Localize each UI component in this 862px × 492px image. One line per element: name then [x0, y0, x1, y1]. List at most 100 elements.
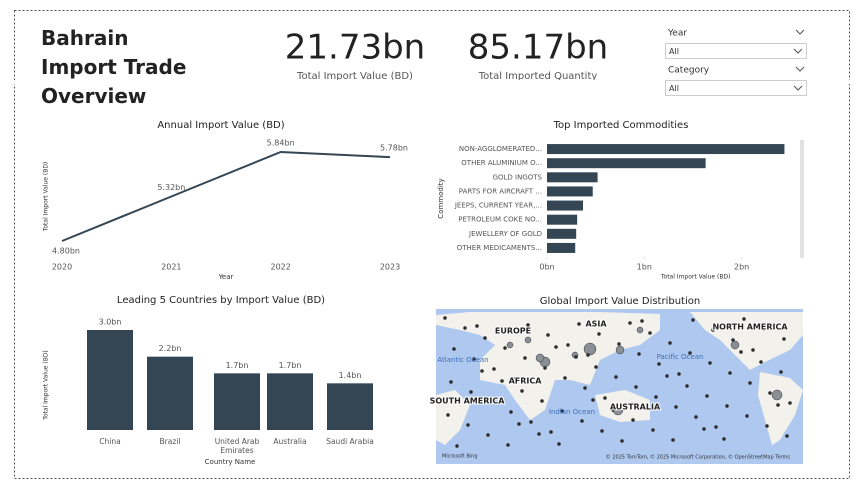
map-bubble — [691, 318, 695, 322]
map-bubble — [730, 340, 740, 350]
card-clip — [0, 80, 862, 84]
card-value: 85.17bn — [468, 28, 608, 68]
map-bubble — [506, 443, 510, 447]
map-bubble — [557, 442, 561, 446]
map-bubble — [657, 362, 661, 366]
map-label: Pacific Ocean — [657, 353, 704, 361]
data-label: 5.78bn — [380, 144, 408, 153]
map-bubble — [671, 438, 675, 442]
data-label: 1.4bn — [339, 371, 362, 380]
map-bubble — [586, 353, 590, 357]
map-bubble — [549, 430, 553, 434]
slicer-box[interactable] — [665, 80, 807, 96]
map-label: Atlantic Ocean — [437, 356, 488, 364]
map-bubble — [546, 333, 550, 337]
map-bubble — [728, 371, 732, 375]
chart-title: Top Imported Commodities — [553, 120, 689, 131]
map-label: Indian Ocean — [549, 408, 595, 416]
map-bubble — [517, 422, 521, 426]
x-tick-label: 2bn — [734, 263, 749, 272]
slicer-value[interactable]: All — [669, 47, 679, 56]
slicer-chevron[interactable] — [793, 85, 803, 91]
y-tick-label: NON-AGGLOMERATED... — [459, 145, 542, 153]
bar — [547, 172, 598, 183]
map-bubble — [591, 398, 595, 402]
map-bubble — [762, 327, 766, 331]
map-bubble — [446, 413, 450, 417]
map-bubble — [759, 360, 763, 364]
slicer-box[interactable] — [665, 43, 807, 59]
slicer-chevron[interactable] — [793, 48, 803, 54]
map-land — [690, 312, 803, 370]
bar — [267, 373, 313, 430]
map-bubble — [469, 390, 473, 394]
map-bubble — [745, 414, 749, 418]
map-bubble — [668, 341, 672, 345]
map-bubble — [577, 322, 581, 326]
map-bubble — [688, 351, 692, 355]
x-axis-label: Country Name — [205, 458, 256, 466]
map-bubble — [580, 419, 584, 423]
map-bubble — [537, 432, 541, 436]
bar — [547, 228, 577, 239]
bar — [214, 373, 260, 430]
x-tick-label: Saudi Arabia — [326, 437, 374, 446]
x-tick-label: 2023 — [380, 263, 400, 272]
x-axis-label: Year — [218, 273, 234, 281]
map-bubbles — [443, 316, 792, 448]
map-bubble — [634, 385, 638, 389]
map-bubble — [731, 338, 735, 342]
map-bubble — [654, 395, 658, 399]
y-axis-label: Total Import Value (BD) — [43, 162, 50, 233]
page-border — [14, 10, 850, 479]
x-tick-label: 1bn — [637, 263, 652, 272]
map-bubble — [614, 375, 618, 379]
map-bubble — [694, 415, 698, 419]
map-bubble — [705, 394, 709, 398]
card-value: 21.73bn — [285, 28, 425, 68]
scrollbar[interactable] — [800, 140, 804, 258]
map-bubble — [486, 433, 490, 437]
map-bubble — [748, 381, 752, 385]
map-bubble — [776, 403, 780, 407]
map-bubble — [524, 336, 532, 344]
y-tick-label: JEEPS, CURRENT YEAR,... — [454, 202, 542, 210]
map-bubble — [782, 337, 786, 341]
map-bubble — [615, 345, 625, 355]
map-bubble — [506, 341, 514, 349]
y-tick-label: PETROLEUM COKE NO... — [458, 216, 542, 224]
bar — [547, 158, 706, 169]
map-bubble — [722, 437, 726, 441]
map[interactable] — [436, 309, 803, 464]
x-tick-label: 2022 — [270, 263, 290, 272]
map-land — [758, 372, 803, 445]
map-bubble — [483, 336, 487, 340]
map-bubble — [751, 348, 755, 352]
map-bubble — [779, 370, 783, 374]
map-bubble — [574, 355, 578, 359]
map-bubble — [503, 346, 507, 350]
data-label: 4.80bn — [52, 247, 80, 256]
bar — [87, 330, 133, 430]
y-tick-label: OTHER MEDICAMENTS... — [457, 244, 542, 252]
bar — [147, 356, 193, 430]
map-title: Global Import Value Distribution — [540, 296, 700, 307]
map-bubble — [611, 408, 615, 412]
map-label: SOUTH AMERICA — [430, 397, 506, 406]
map-label: NORTH AMERICA — [712, 323, 788, 332]
map-bubble — [583, 342, 597, 356]
map-bubble — [594, 365, 598, 369]
map-bubble — [492, 367, 496, 371]
slicer-chevron[interactable] — [795, 29, 805, 35]
map-bubble — [583, 386, 587, 390]
slicer-chevron[interactable] — [795, 66, 805, 72]
map-bubble — [520, 389, 524, 393]
map-bubble — [628, 321, 632, 325]
map-label: AFRICA — [509, 377, 543, 386]
y-tick-label: JEWELLERY OF GOLD — [468, 230, 542, 238]
slicer-value[interactable]: All — [669, 84, 679, 93]
map-land — [595, 390, 650, 422]
map-attribution: © 2025 TomTom, © 2025 Microsoft Corporat… — [606, 454, 791, 461]
map-bubble — [640, 319, 644, 323]
